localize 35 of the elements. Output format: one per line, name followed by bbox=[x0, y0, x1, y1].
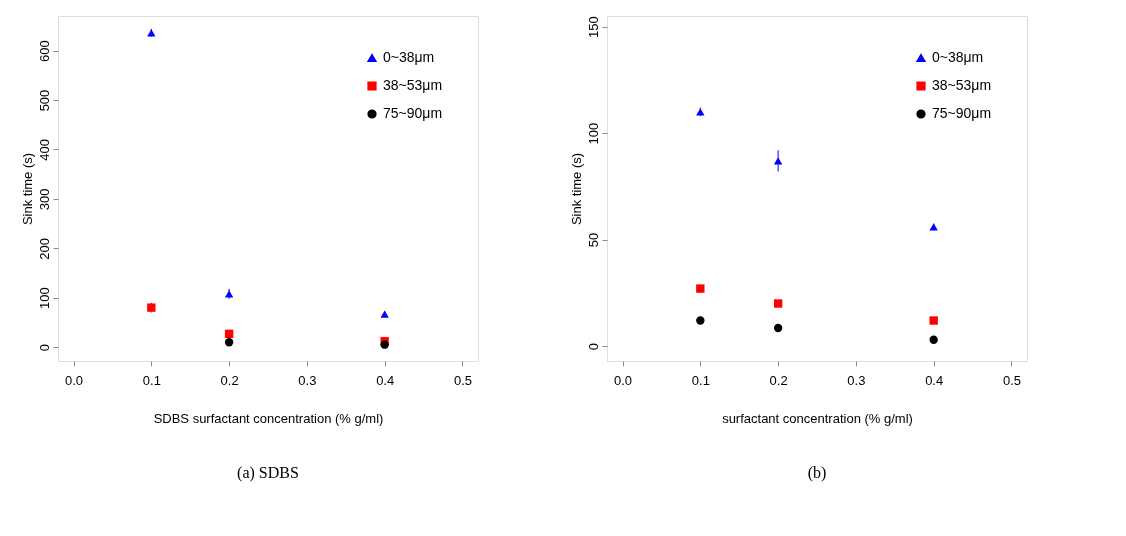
y-tick-label: 0 bbox=[36, 344, 52, 352]
x-tick-label: 0.3 bbox=[298, 372, 317, 388]
legend-label: 0~38μm bbox=[932, 49, 984, 65]
y-tick-label: 50 bbox=[585, 232, 601, 248]
y-tick-label: 100 bbox=[585, 122, 601, 145]
x-tick-label: 0.4 bbox=[376, 372, 395, 388]
y-axis-title: Sink time (s) bbox=[568, 152, 584, 226]
x-tick-label: 0.2 bbox=[769, 372, 788, 388]
text: (a) SDBS bbox=[237, 464, 299, 482]
y-tick-label: 100 bbox=[36, 287, 52, 310]
x-tick-label: 0.1 bbox=[691, 372, 710, 388]
y-axis-title: Sink time (s) bbox=[19, 152, 35, 226]
y-tick-label: 600 bbox=[36, 40, 52, 62]
x-tick-label: 0.3 bbox=[847, 372, 866, 388]
y-tick-label: 150 bbox=[585, 16, 601, 38]
x-tick-label: 0.1 bbox=[142, 372, 161, 388]
legend-label: 38~53μm bbox=[383, 77, 443, 93]
x-tick-label: 0.5 bbox=[1002, 372, 1021, 388]
x-tick-label: 0.2 bbox=[220, 372, 239, 388]
y-tick-label: 200 bbox=[36, 237, 52, 260]
legend-label: 75~90μm bbox=[383, 105, 443, 121]
legend-label: 75~90μm bbox=[932, 105, 992, 121]
y-tick-label: 0 bbox=[585, 342, 601, 351]
text: (b) bbox=[807, 464, 827, 482]
x-tick-label: 0.4 bbox=[925, 372, 944, 388]
legend-label: 38~53μm bbox=[932, 77, 992, 93]
y-tick-label: 500 bbox=[36, 89, 52, 112]
x-tick-label: 0.0 bbox=[65, 372, 84, 388]
x-axis-title: SDBS surfactant concentration (% g/ml) bbox=[153, 410, 384, 426]
y-tick-label: 400 bbox=[36, 139, 52, 161]
x-tick-label: 0.5 bbox=[453, 372, 472, 388]
y-tick-label: 300 bbox=[36, 188, 52, 211]
x-tick-label: 0.0 bbox=[614, 372, 633, 388]
legend-label: 0~38μm bbox=[383, 49, 435, 65]
x-axis-title: surfactant concentration (% g/ml) bbox=[722, 410, 913, 426]
